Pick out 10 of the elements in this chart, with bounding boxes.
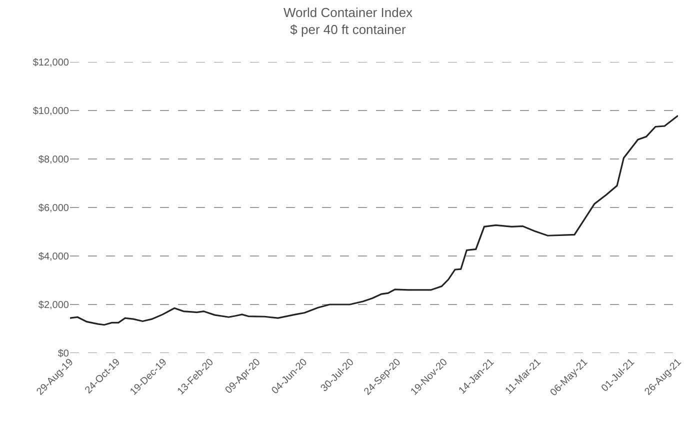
y-tick-label: $2,000	[38, 300, 70, 311]
y-tick-label: $10,000	[32, 106, 70, 117]
line-series	[70, 114, 678, 326]
y-tick-label: $0	[58, 348, 70, 360]
y-tick-label: $6,000	[38, 203, 70, 214]
y-tick-label: $12,000	[32, 58, 70, 68]
chart-subtitle: $ per 40 ft container	[290, 22, 406, 37]
chart-title: World Container Index	[283, 4, 414, 20]
y-tick-label: $4,000	[38, 252, 70, 262]
y-tick-label: $8,000	[38, 154, 70, 166]
